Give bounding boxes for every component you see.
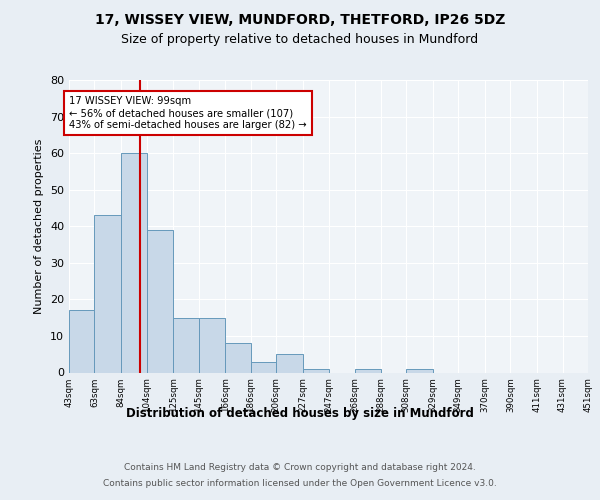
Bar	[69, 310, 94, 372]
Bar	[173, 318, 199, 372]
Bar	[251, 362, 277, 372]
Bar	[303, 369, 329, 372]
Text: Distribution of detached houses by size in Mundford: Distribution of detached houses by size …	[126, 408, 474, 420]
Text: 17 WISSEY VIEW: 99sqm
← 56% of detached houses are smaller (107)
43% of semi-det: 17 WISSEY VIEW: 99sqm ← 56% of detached …	[69, 96, 307, 130]
Bar	[121, 153, 146, 372]
Bar	[146, 230, 173, 372]
Bar	[277, 354, 303, 372]
Bar	[355, 369, 380, 372]
Bar	[226, 343, 251, 372]
Text: 17, WISSEY VIEW, MUNDFORD, THETFORD, IP26 5DZ: 17, WISSEY VIEW, MUNDFORD, THETFORD, IP2…	[95, 12, 505, 26]
Bar	[199, 318, 226, 372]
Y-axis label: Number of detached properties: Number of detached properties	[34, 138, 44, 314]
Bar	[406, 369, 433, 372]
Bar	[94, 216, 121, 372]
Text: Size of property relative to detached houses in Mundford: Size of property relative to detached ho…	[121, 32, 479, 46]
Text: Contains public sector information licensed under the Open Government Licence v3: Contains public sector information licen…	[103, 479, 497, 488]
Text: Contains HM Land Registry data © Crown copyright and database right 2024.: Contains HM Land Registry data © Crown c…	[124, 462, 476, 471]
